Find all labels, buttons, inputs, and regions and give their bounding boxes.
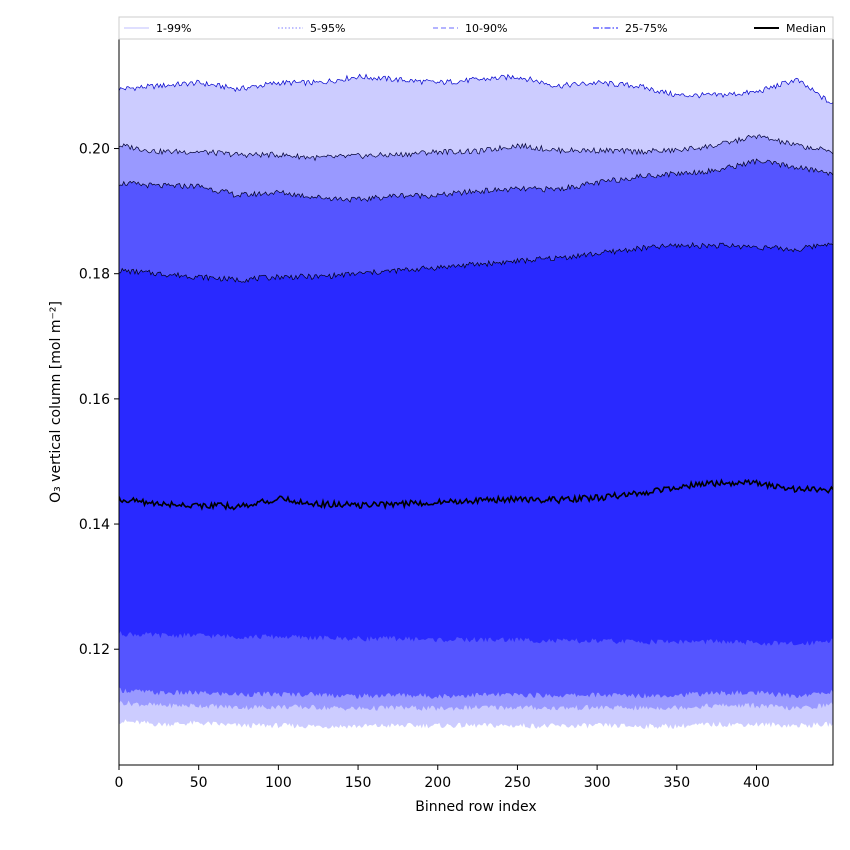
y-tick-label: 0.16 bbox=[79, 392, 110, 408]
x-tick-label: 400 bbox=[743, 775, 770, 791]
legend: 1-99% 5-95% 10-90% 25-75% Median bbox=[118, 16, 834, 40]
band-upper-edge-5-95% bbox=[119, 134, 833, 162]
band-upper-edge-25-75% bbox=[119, 241, 833, 283]
x-tick-label: 350 bbox=[663, 775, 690, 791]
band-upper-edge-1-99% bbox=[119, 73, 833, 104]
y-axis: 0.12 0.14 0.16 0.18 0.20 bbox=[79, 142, 119, 658]
bands-layer bbox=[119, 73, 833, 729]
x-axis-label: Binned row index bbox=[415, 799, 536, 815]
y-axis-label: O₃ vertical column [mol m⁻²] bbox=[48, 301, 64, 503]
band-25-75% bbox=[119, 242, 833, 646]
band-upper-edge-10-90% bbox=[119, 158, 833, 203]
legend-label: 25-75% bbox=[625, 22, 667, 35]
legend-label: 5-95% bbox=[310, 22, 345, 35]
y-tick-label: 0.18 bbox=[79, 267, 110, 283]
x-axis: 0 50 100 150 200 250 300 350 400 bbox=[115, 765, 770, 791]
x-tick-label: 0 bbox=[115, 775, 124, 791]
legend-label: Median bbox=[786, 22, 826, 35]
median-layer bbox=[119, 478, 833, 511]
legend-label: 1-99% bbox=[156, 22, 191, 35]
median-line bbox=[119, 478, 833, 511]
x-tick-label: 250 bbox=[504, 775, 531, 791]
legend-label: 10-90% bbox=[465, 22, 507, 35]
x-tick-label: 100 bbox=[265, 775, 292, 791]
x-tick-label: 50 bbox=[190, 775, 208, 791]
y-tick-label: 0.20 bbox=[79, 142, 110, 158]
x-tick-label: 150 bbox=[345, 775, 372, 791]
y-tick-label: 0.14 bbox=[79, 517, 110, 533]
x-tick-label: 300 bbox=[584, 775, 611, 791]
legend-box bbox=[118, 16, 834, 40]
y-tick-label: 0.12 bbox=[79, 642, 110, 658]
x-tick-label: 200 bbox=[424, 775, 451, 791]
